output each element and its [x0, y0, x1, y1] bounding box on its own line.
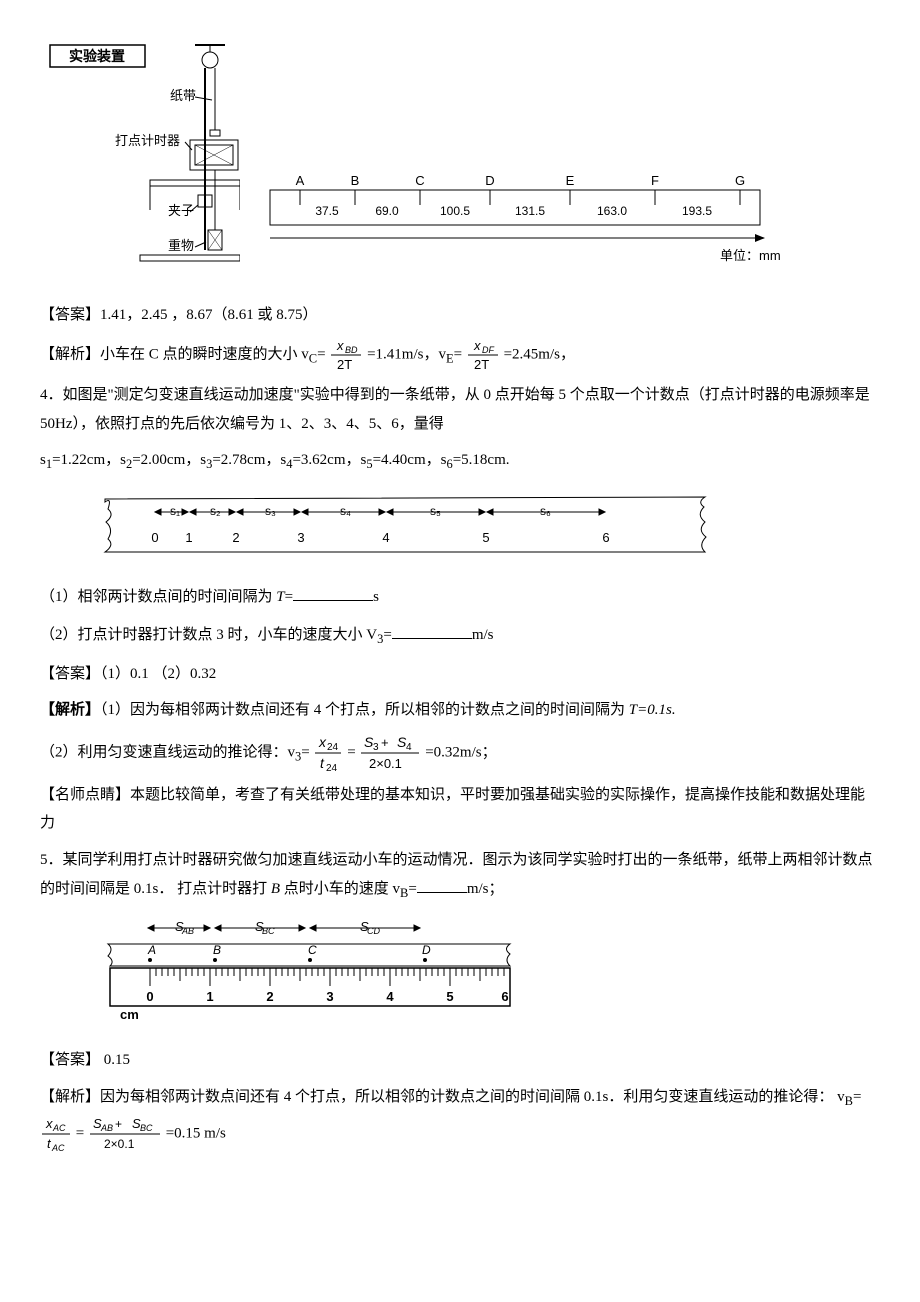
svg-text:0: 0: [151, 530, 158, 545]
svg-text:1: 1: [206, 989, 213, 1004]
solution-4-p1: 【解析】（1）因为每相邻两计数点间还有 4 个打点，所以相邻的计数点之间的时间间…: [40, 696, 880, 725]
svg-text:163.0: 163.0: [597, 204, 627, 218]
fraction-xdf: xDF 2T: [466, 337, 500, 373]
fraction-x24: x24 t24: [313, 733, 343, 773]
svg-text:AC: AC: [51, 1143, 65, 1153]
svg-text:x: x: [473, 338, 481, 353]
timer-label: 打点计时器: [115, 133, 180, 148]
fraction-sabsbc: SAB + SBC 2×0.1: [88, 1114, 162, 1154]
svg-text:24: 24: [326, 763, 338, 773]
tape-diagram-1: A B C D E F G 37.5 69.0 100.5 131.5 163.…: [260, 160, 880, 281]
svg-text:B: B: [351, 173, 360, 188]
answer-5: 【答案】 0.15: [40, 1046, 880, 1075]
answer-text: 1.41，2.45 ，8.67（8.61 或 8.75）: [100, 307, 318, 323]
svg-text:3: 3: [326, 989, 333, 1004]
svg-text:4: 4: [382, 530, 389, 545]
weight-label: 重物: [168, 238, 194, 253]
svg-text:BD: BD: [345, 345, 358, 355]
fraction-xac: xAC tAC: [40, 1114, 72, 1154]
svg-text:x: x: [318, 734, 327, 750]
svg-text:193.5: 193.5: [682, 204, 712, 218]
svg-text:69.0: 69.0: [375, 204, 399, 218]
svg-text:G: G: [735, 173, 745, 188]
svg-text:0: 0: [146, 989, 153, 1004]
svg-text:5: 5: [482, 530, 489, 545]
svg-text:2T: 2T: [474, 357, 489, 372]
svg-text:2: 2: [232, 530, 239, 545]
top-diagram: 实验装置 纸带 打点计时器 夹子: [40, 40, 880, 281]
svg-text:x: x: [336, 338, 344, 353]
svg-text:cm: cm: [120, 1007, 139, 1022]
tip: 【名师点睛】本题比较简单，考查了有关纸带处理的基本知识，平时要加强基础实验的实际…: [40, 781, 880, 838]
svg-text:s₆: s₆: [540, 504, 551, 518]
tape-diagram-2: s₁ s₂ s₃ s₄ s₅ s₆ 0 1 2 3 4 5 6: [100, 487, 880, 573]
fraction-s3s4: S3 + S4 2×0.1: [359, 733, 421, 773]
svg-text:t: t: [320, 755, 325, 771]
svg-text:+: +: [381, 735, 389, 750]
svg-text:AC: AC: [52, 1123, 66, 1133]
svg-text:B: B: [213, 943, 221, 957]
svg-text:4: 4: [386, 989, 394, 1004]
solution-1: 【解析】小车在 C 点的瞬时速度的大小 vC= xBD 2T =1.41m/s，…: [40, 337, 880, 373]
blank-input: [392, 620, 472, 639]
clamp-label: 夹子: [168, 203, 194, 218]
svg-text:C: C: [415, 173, 424, 188]
svg-text:2: 2: [266, 989, 273, 1004]
svg-text:2×0.1: 2×0.1: [369, 756, 402, 771]
solution-5: 【解析】因为每相邻两计数点间还有 4 个打点，所以相邻的计数点之间的时间间隔 0…: [40, 1083, 880, 1154]
blank-input: [417, 874, 467, 893]
svg-text:3: 3: [297, 530, 304, 545]
apparatus-title: 实验装置: [69, 48, 125, 64]
svg-text:D: D: [485, 173, 494, 188]
answer-label: 【答案】: [40, 307, 100, 323]
svg-text:3: 3: [373, 742, 379, 753]
blank-input: [293, 582, 373, 601]
svg-text:+: +: [115, 1117, 122, 1131]
tape-label: 纸带: [170, 88, 196, 103]
svg-text:6: 6: [501, 989, 508, 1004]
question-4: 4．如图是"测定匀变速直线运动加速度"实验中得到的一条纸带，从 0 点开始每 5…: [40, 381, 880, 438]
svg-text:A: A: [296, 173, 305, 188]
svg-text:131.5: 131.5: [515, 204, 545, 218]
svg-text:DF: DF: [482, 345, 494, 355]
svg-text:F: F: [651, 173, 659, 188]
svg-text:100.5: 100.5: [440, 204, 470, 218]
ruler-diagram: SAB SBC SCD A B C D 0 1 2 3 4: [100, 916, 880, 1037]
svg-text:s₅: s₅: [430, 504, 441, 518]
q4-sub2: （2）打点计时器打计数点 3 时，小车的速度大小 V3=m/s: [40, 620, 880, 652]
solution-label: 【解析】: [40, 346, 100, 362]
answer-4: 【答案】（1）0.1 （2）0.32: [40, 660, 880, 689]
apparatus-diagram: 实验装置 纸带 打点计时器 夹子: [40, 40, 240, 281]
svg-text:4: 4: [406, 742, 412, 753]
svg-text:s₄: s₄: [340, 504, 351, 518]
svg-text:AB: AB: [100, 1123, 113, 1133]
svg-text:A: A: [147, 943, 156, 957]
answer-1: 【答案】1.41，2.45 ，8.67（8.61 或 8.75）: [40, 301, 880, 330]
svg-text:单位：mm: 单位：mm: [720, 248, 780, 263]
svg-text:x: x: [45, 1116, 53, 1131]
q4-sub1: （1）相邻两计数点间的时间间隔为 T=s: [40, 582, 880, 612]
question-5: 5．某同学利用打点计时器研究做匀加速直线运动小车的运动情况．图示为该同学实验时打…: [40, 846, 880, 906]
svg-text:6: 6: [602, 530, 609, 545]
svg-text:D: D: [422, 943, 431, 957]
svg-text:s₂: s₂: [210, 504, 221, 518]
svg-text:5: 5: [446, 989, 453, 1004]
svg-text:s₁: s₁: [170, 504, 180, 518]
question-4-data: s1=1.22cm，s2=2.00cm，s3=2.78cm，s4=3.62cm，…: [40, 446, 880, 477]
svg-text:s₃: s₃: [265, 504, 276, 518]
solution-4-p2: （2）利用匀变速直线运动的推论得：v3= x24 t24 = S3 + S4 2…: [40, 733, 880, 773]
svg-text:E: E: [566, 173, 575, 188]
svg-text:24: 24: [327, 742, 339, 753]
fraction-xbd: xBD 2T: [329, 337, 363, 373]
svg-text:BC: BC: [140, 1123, 153, 1133]
svg-text:1: 1: [185, 530, 192, 545]
svg-text:2T: 2T: [337, 357, 352, 372]
svg-text:37.5: 37.5: [315, 204, 339, 218]
svg-text:2×0.1: 2×0.1: [104, 1137, 135, 1151]
svg-text:C: C: [308, 943, 317, 957]
